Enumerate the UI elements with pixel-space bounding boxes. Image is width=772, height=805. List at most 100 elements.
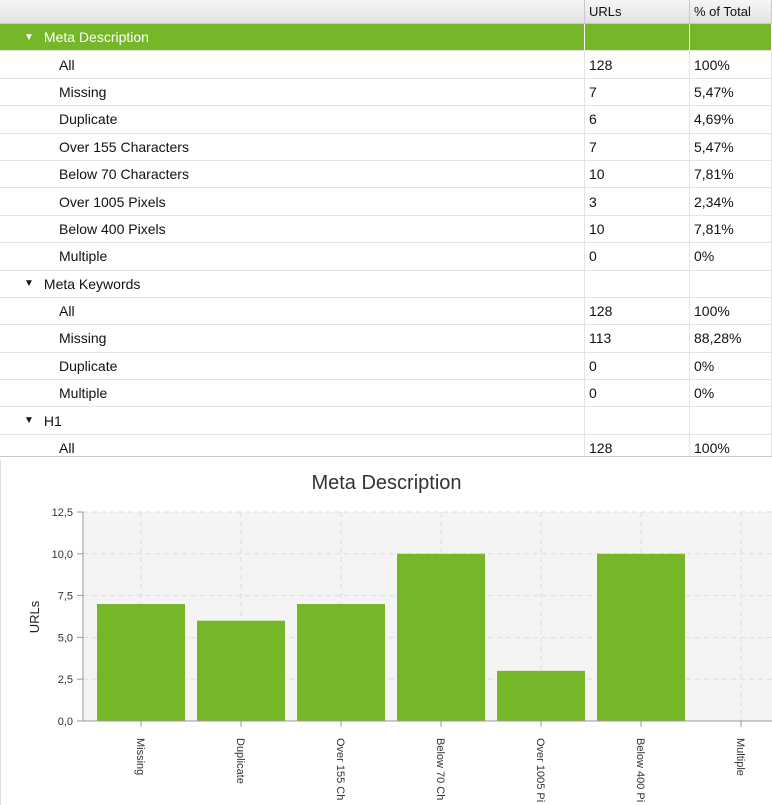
y-tick-label: 7,5 xyxy=(58,591,73,603)
bar-over-1005-pi[interactable] xyxy=(497,670,585,721)
urls-cell: 0 xyxy=(585,352,690,380)
row-label-text: All xyxy=(59,56,75,73)
row-label: ▼ Meta Description xyxy=(0,24,585,51)
x-tick-label: Multiple xyxy=(734,738,746,776)
y-axis-label: URLs xyxy=(27,600,42,633)
bar-duplicate[interactable] xyxy=(197,620,285,721)
row-label: ▼ H1 xyxy=(0,407,585,434)
group-row[interactable]: ▼ Meta Keywords xyxy=(0,270,772,298)
row-label-text: Multiple xyxy=(59,248,108,265)
expand-triangle-icon[interactable]: ▼ xyxy=(24,278,34,290)
row-label-text: Over 155 Characters xyxy=(59,138,189,155)
urls-cell: 10 xyxy=(585,215,690,243)
table-row[interactable]: All 128 100% xyxy=(0,51,772,79)
pct-cell: 7,81% xyxy=(690,160,772,188)
row-label: Duplicate xyxy=(0,352,585,380)
row-label: All xyxy=(0,434,585,457)
row-label-text: All xyxy=(59,303,75,320)
row-label-text: Missing xyxy=(59,83,107,100)
row-label-text: Missing xyxy=(59,330,107,347)
expand-triangle-icon[interactable]: ▼ xyxy=(24,31,34,43)
urls-cell: 6 xyxy=(585,106,690,133)
pct-cell xyxy=(690,407,772,434)
y-tick-label: 10,0 xyxy=(52,549,73,561)
urls-cell: 128 xyxy=(585,51,690,78)
bar-below-70-ch[interactable] xyxy=(397,553,485,721)
expand-triangle-icon[interactable]: ▼ xyxy=(24,415,34,427)
pct-cell: 0% xyxy=(690,380,772,407)
table-row[interactable]: Missing 7 5,47% xyxy=(0,78,772,107)
row-label: ▼ Meta Keywords xyxy=(0,270,585,297)
x-tick-label: Over 155 Ch xyxy=(334,738,346,800)
table-row[interactable]: Below 70 Characters 10 7,81% xyxy=(0,160,772,189)
column-header-name[interactable] xyxy=(0,0,585,23)
row-label: Below 400 Pixels xyxy=(0,215,585,243)
row-label: All xyxy=(0,51,585,78)
row-label-text: Below 400 Pixels xyxy=(59,220,166,237)
row-label-text: Meta Keywords xyxy=(43,275,141,292)
row-label-text: Over 1005 Pixels xyxy=(59,193,166,210)
x-tick-label: Below 70 Ch xyxy=(434,738,446,800)
chart-title: Meta Description xyxy=(311,472,462,494)
urls-cell: 7 xyxy=(585,133,690,160)
column-header-pct[interactable]: % of Total xyxy=(690,0,772,23)
row-label-text: H1 xyxy=(43,412,62,429)
bar-chart: Meta Description 0,0 2,5 5,0 7,5 10,0 12,5 Mis… xyxy=(0,460,772,805)
x-tick-label: Missing xyxy=(134,738,146,775)
row-label: Over 1005 Pixels xyxy=(0,188,585,215)
y-tick-label: 0,0 xyxy=(58,716,73,728)
y-tick-label: 5,0 xyxy=(58,632,73,644)
row-label: Missing xyxy=(0,78,585,106)
urls-cell: 0 xyxy=(585,380,690,407)
pct-cell: 2,34% xyxy=(690,188,772,215)
row-label: Multiple xyxy=(0,243,585,270)
pct-cell xyxy=(690,24,772,51)
pct-cell: 5,47% xyxy=(690,133,772,160)
row-label: Missing xyxy=(0,325,585,352)
urls-cell xyxy=(585,270,690,297)
row-label-text: Below 70 Characters xyxy=(59,166,189,183)
pct-cell: 100% xyxy=(690,51,772,78)
x-tick-label: Below 400 Pi xyxy=(634,738,646,802)
table-row[interactable]: Over 1005 Pixels 3 2,34% xyxy=(0,188,772,216)
bar-over-155-ch[interactable] xyxy=(297,603,385,721)
row-label-text: Meta Description xyxy=(43,29,149,46)
row-label: Over 155 Characters xyxy=(0,133,585,160)
table-row[interactable]: Over 155 Characters 7 5,47% xyxy=(0,133,772,161)
y-tick-label: 12,5 xyxy=(52,507,73,519)
bar-missing[interactable] xyxy=(97,603,185,721)
pct-cell: 88,28% xyxy=(690,325,772,352)
column-header-urls[interactable]: URLs xyxy=(585,0,690,23)
urls-cell: 128 xyxy=(585,434,690,456)
urls-cell: 0 xyxy=(585,243,690,270)
chart-svg: 0,0 2,5 5,0 7,5 10,0 12,5 Missing Duplicate Over… xyxy=(27,507,772,802)
table-row[interactable]: Multiple 0 0% xyxy=(0,380,772,408)
table-row[interactable]: Duplicate 0 0% xyxy=(0,352,772,381)
row-label: Duplicate xyxy=(0,106,585,133)
urls-cell: 128 xyxy=(585,297,690,325)
table-row[interactable]: All 128 100% xyxy=(0,297,772,326)
table-row[interactable]: Multiple 0 0% xyxy=(0,243,772,271)
table-row[interactable]: Below 400 Pixels 10 7,81% xyxy=(0,215,772,244)
pct-cell: 100% xyxy=(690,297,772,325)
y-tick-label: 2,5 xyxy=(58,674,73,686)
urls-cell xyxy=(585,407,690,434)
group-row[interactable]: ▼ H1 xyxy=(0,407,772,435)
urls-cell: 113 xyxy=(585,325,690,352)
group-row[interactable]: ▼ Meta Description xyxy=(0,24,772,52)
row-label: Below 70 Characters xyxy=(0,160,585,188)
table-row[interactable]: Missing 113 88,28% xyxy=(0,325,772,353)
urls-cell: 7 xyxy=(585,78,690,106)
pct-cell: 0% xyxy=(690,352,772,380)
table-header: URLs % of Total xyxy=(0,0,772,24)
table-row[interactable]: All 128 100% xyxy=(0,434,772,457)
pct-cell: 0% xyxy=(690,243,772,270)
table-row[interactable]: Duplicate 6 4,69% xyxy=(0,106,772,134)
urls-cell: 3 xyxy=(585,188,690,215)
row-label-text: All xyxy=(59,440,75,457)
bar-below-400-pi[interactable] xyxy=(597,553,685,721)
x-tick-label: Duplicate xyxy=(234,738,246,784)
pct-cell: 5,47% xyxy=(690,78,772,106)
pct-cell: 7,81% xyxy=(690,215,772,243)
pct-cell xyxy=(690,270,772,297)
